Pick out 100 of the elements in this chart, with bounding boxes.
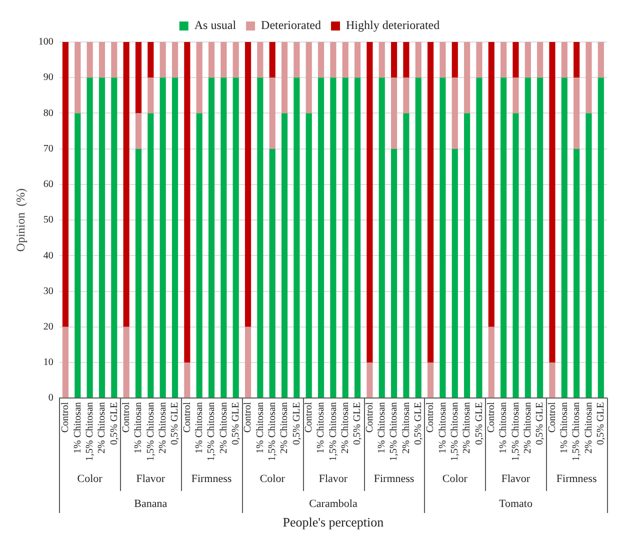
x-tick-label: 1% Chitosan	[194, 402, 205, 454]
bar	[366, 42, 373, 362]
bar	[428, 362, 434, 398]
bar	[549, 42, 556, 362]
x-tick-label: 2% Chitosan	[462, 402, 473, 454]
bar	[574, 148, 580, 398]
x-tick-label: 0,5% GLE	[413, 402, 424, 445]
bar	[208, 78, 215, 398]
x-tick-label: 1% Chitosan	[133, 402, 144, 454]
bar	[403, 113, 410, 398]
x-tick-label: 1% Chitosan	[498, 402, 510, 454]
bar	[415, 78, 422, 398]
text: Firmness	[556, 472, 597, 485]
x-tick-label: 2% Chitosan	[340, 402, 351, 454]
bar	[62, 42, 69, 327]
bar	[74, 113, 81, 398]
bar	[330, 42, 336, 78]
x-tick-label: 1,5% Chitosan	[571, 402, 582, 462]
text: Flavor	[501, 472, 530, 485]
y-tick-label: 60	[43, 179, 54, 190]
x-tick-label: Control	[242, 402, 254, 433]
bar	[196, 42, 202, 114]
bar	[244, 42, 252, 327]
bar	[512, 78, 519, 114]
text: Tomato	[499, 498, 533, 510]
x-tick-label: Control	[303, 402, 314, 433]
bar	[86, 42, 93, 78]
bar	[391, 42, 398, 78]
bar	[148, 42, 154, 78]
bar	[98, 78, 106, 398]
bar	[257, 78, 264, 398]
bar	[160, 78, 166, 398]
x-tick-label: Control	[546, 402, 558, 433]
bar	[281, 42, 288, 114]
bar	[62, 326, 69, 398]
x-tick-label: 0,5% GLE	[170, 402, 181, 445]
y-tick-label: 40	[43, 250, 54, 262]
x-tick-label: Control	[364, 402, 376, 433]
bar	[464, 42, 470, 114]
bar	[330, 78, 336, 398]
text: Carambola	[309, 498, 358, 510]
text: Color	[442, 472, 468, 485]
bar	[403, 42, 410, 78]
bar	[269, 148, 276, 398]
bar	[148, 78, 154, 114]
x-tick-label: 0,5% GLE	[291, 402, 302, 445]
x-tick-label: 0,5% GLE	[230, 402, 242, 445]
bar	[160, 42, 166, 78]
y-tick-label: 30	[43, 286, 54, 297]
bar	[598, 78, 604, 398]
bar	[464, 113, 470, 398]
y-tick-label: 80	[43, 108, 54, 119]
text: Firmness	[374, 472, 414, 485]
bar	[354, 78, 361, 398]
bar	[452, 148, 458, 398]
x-tick-label: 1% Chitosan	[376, 402, 388, 454]
x-tick-label: 2% Chitosan	[583, 402, 594, 454]
bar	[135, 148, 142, 398]
y-tick-label: 20	[43, 322, 54, 333]
y-tick-label: 70	[43, 143, 54, 154]
bar	[86, 78, 93, 398]
text: Banana	[134, 498, 168, 510]
bar	[269, 78, 276, 149]
bar	[98, 42, 106, 78]
bar	[220, 78, 227, 398]
bar	[586, 113, 592, 398]
bar	[135, 113, 142, 149]
bar	[574, 78, 580, 149]
bar	[111, 78, 118, 398]
bar	[281, 113, 288, 398]
x-tick-label: 1,5% Chitosan	[450, 402, 461, 462]
bar	[208, 42, 215, 78]
bar	[184, 362, 190, 398]
bar	[415, 42, 422, 78]
bar	[342, 42, 348, 78]
bar	[586, 42, 592, 114]
bar	[549, 362, 556, 398]
bar	[74, 42, 81, 114]
x-tick-label: 2% Chitosan	[522, 402, 534, 454]
y-tick-label: 10	[43, 357, 54, 368]
bar	[232, 42, 239, 78]
bar	[512, 113, 519, 398]
x-tick-label: Control	[120, 402, 132, 433]
bar	[488, 326, 494, 398]
x-tick-label: 0,5% GLE	[352, 402, 364, 445]
text: Firmness	[191, 472, 232, 485]
x-tick-label: 2% Chitosan	[400, 402, 412, 454]
text: Flavor	[318, 472, 348, 485]
bar	[524, 42, 531, 78]
bar	[537, 78, 544, 398]
bar	[476, 78, 482, 398]
bar	[378, 78, 385, 398]
bar	[306, 42, 312, 114]
bar	[500, 78, 507, 398]
y-tick-label: 50	[43, 214, 54, 226]
bar	[294, 78, 300, 398]
bar	[378, 42, 385, 78]
x-tick-label: 1,5% Chitosan	[206, 402, 218, 462]
x-tick-label: 1% Chitosan	[437, 402, 448, 454]
bar	[342, 78, 348, 398]
